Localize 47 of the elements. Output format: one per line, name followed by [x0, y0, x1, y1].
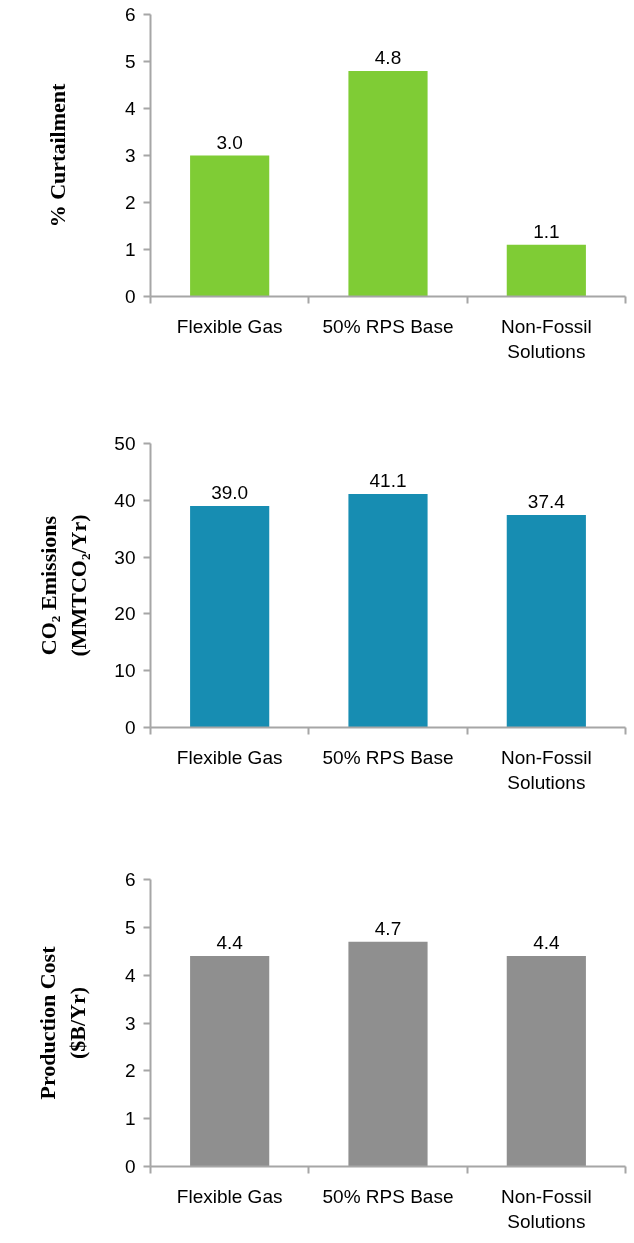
y-tick-label: 0	[124, 1156, 136, 1177]
x-tick-label: 50% RPS Base	[322, 746, 454, 768]
y-tick-label: 40	[114, 489, 136, 511]
y-tick-label: 1	[124, 239, 136, 260]
y-axis-title: % Curtailment	[44, 83, 70, 228]
y-tick-label: 3	[124, 1012, 136, 1034]
x-tick-label: Flexible Gas	[176, 315, 283, 337]
y-axis-title: CO₂ Emissions (MMTCO₂/Yr)	[36, 514, 92, 657]
y-tick-label: 2	[124, 1060, 136, 1082]
bar	[190, 505, 270, 728]
x-tick-label: 50% RPS Base	[322, 1185, 454, 1207]
y-tick-label: 6	[124, 4, 136, 25]
y-tick-label: 3	[124, 145, 136, 166]
y-tick-label: 30	[114, 546, 136, 568]
y-tick-label: 6	[124, 869, 136, 890]
data-label: 4.7	[374, 917, 402, 939]
data-label: 4.4	[216, 932, 244, 954]
y-tick-label: 5	[124, 51, 136, 72]
y-tick-label: 20	[114, 603, 136, 625]
x-tick-label: Non-Fossil Solutions	[500, 315, 592, 362]
y-tick-label: 1	[124, 1108, 136, 1130]
y-tick-label: 2	[124, 192, 136, 213]
x-tick-label: Flexible Gas	[176, 746, 283, 768]
x-tick-label: 50% RPS Base	[322, 315, 454, 337]
y-tick-label: 4	[124, 98, 136, 119]
y-tick-label: 4	[124, 964, 136, 986]
data-label: 39.0	[211, 481, 249, 503]
data-label: 1.1	[533, 220, 560, 242]
data-label: 4.8	[374, 46, 402, 68]
data-label: 41.1	[369, 470, 407, 492]
x-tick-label: Non-Fossil Solutions	[500, 746, 592, 793]
bar	[348, 70, 428, 297]
data-label: 37.4	[527, 491, 566, 513]
y-tick-label: 50	[114, 433, 136, 454]
x-tick-label: Non-Fossil Solutions	[500, 1185, 592, 1232]
y-tick-label: 0	[124, 717, 136, 738]
data-label: 3.0	[216, 131, 243, 153]
y-axis-title: Production Cost ($B/Yr)	[34, 945, 90, 1100]
y-tick-label: 10	[114, 660, 136, 682]
bar	[348, 494, 428, 728]
y-tick-label: 5	[124, 916, 136, 938]
bar	[506, 515, 586, 728]
y-tick-label: 0	[124, 286, 136, 307]
x-tick-label: Flexible Gas	[176, 1185, 283, 1207]
bar	[506, 244, 586, 297]
bar	[190, 155, 270, 297]
data-label: 4.4	[533, 932, 560, 954]
